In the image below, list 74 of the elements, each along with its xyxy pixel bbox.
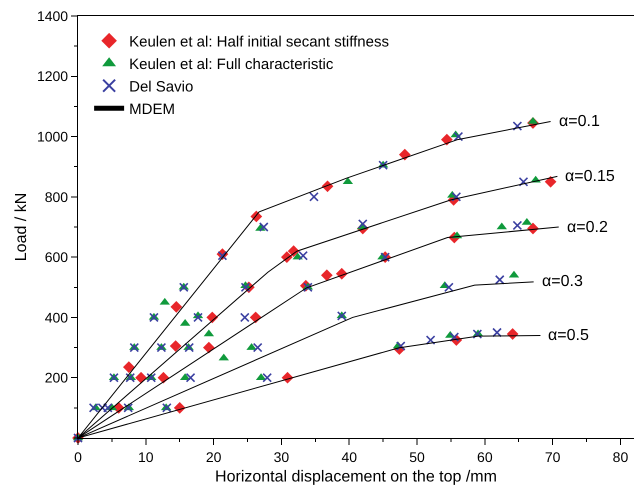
x-tick-label: 0 bbox=[74, 448, 82, 465]
y-tick-label: 200 bbox=[44, 370, 68, 386]
point bbox=[494, 274, 505, 285]
point bbox=[512, 121, 522, 131]
point bbox=[170, 301, 182, 313]
legend-label: MDEM bbox=[129, 101, 175, 118]
point bbox=[129, 342, 140, 352]
point bbox=[303, 282, 313, 292]
point bbox=[450, 332, 460, 342]
annotation: α=0.5 bbox=[548, 327, 589, 344]
point bbox=[309, 192, 319, 202]
point bbox=[252, 342, 262, 352]
point bbox=[125, 372, 136, 383]
x-axis-title: Horizontal displacement on the top /mm bbox=[215, 468, 497, 486]
point bbox=[162, 403, 172, 413]
point bbox=[441, 134, 453, 146]
point bbox=[444, 282, 454, 292]
point bbox=[218, 250, 228, 260]
x-tick-label: 20 bbox=[206, 448, 222, 465]
point bbox=[160, 298, 170, 305]
point bbox=[258, 222, 269, 232]
point bbox=[178, 282, 189, 292]
point bbox=[193, 312, 203, 322]
point bbox=[146, 372, 156, 383]
y-tick-label: 1400 bbox=[36, 8, 68, 24]
x-tick-label: 10 bbox=[138, 448, 154, 465]
annotation: α=0.2 bbox=[567, 219, 608, 236]
point bbox=[320, 269, 333, 282]
point bbox=[240, 312, 250, 322]
x-tick-label: 60 bbox=[477, 448, 493, 465]
annotation: α=0.15 bbox=[565, 168, 615, 185]
x-tick-label: 30 bbox=[274, 448, 290, 465]
legend-label: Del Savio bbox=[129, 78, 194, 96]
y-tick-label: 800 bbox=[44, 188, 68, 205]
point bbox=[472, 329, 482, 339]
point bbox=[298, 250, 308, 260]
legend-label: Keulen et al: Full characteristic bbox=[129, 56, 334, 74]
point bbox=[135, 372, 147, 384]
y-tick-label: 400 bbox=[44, 309, 68, 326]
y-tick-label: 1000 bbox=[36, 128, 68, 144]
point bbox=[262, 372, 272, 383]
point bbox=[426, 335, 436, 345]
x-tick-label: 40 bbox=[341, 448, 358, 465]
point bbox=[544, 176, 556, 188]
x-tick-label: 80 bbox=[612, 448, 628, 465]
point bbox=[203, 342, 215, 354]
point bbox=[512, 220, 522, 230]
point bbox=[149, 312, 159, 322]
x-tick-label: 70 bbox=[544, 448, 561, 465]
point bbox=[123, 403, 133, 413]
y-axis-title: Load / kN bbox=[12, 192, 30, 262]
y-tick-label: 600 bbox=[44, 249, 68, 266]
point bbox=[378, 160, 388, 170]
point bbox=[240, 282, 250, 292]
point bbox=[518, 176, 528, 187]
point bbox=[186, 372, 196, 383]
point bbox=[158, 372, 170, 384]
point bbox=[398, 148, 411, 161]
point bbox=[170, 340, 182, 352]
legend-label: Keulen et al: Half initial secant stiffness bbox=[129, 34, 389, 51]
point bbox=[492, 328, 502, 338]
annotation: α=0.1 bbox=[559, 113, 600, 130]
point bbox=[452, 192, 462, 202]
point bbox=[109, 372, 119, 383]
point bbox=[396, 341, 406, 351]
y-tick-label: 1200 bbox=[36, 68, 68, 84]
point bbox=[156, 342, 166, 352]
point bbox=[336, 311, 347, 321]
point bbox=[358, 219, 368, 229]
annotation: α=0.3 bbox=[542, 273, 583, 290]
point bbox=[454, 132, 464, 142]
point bbox=[184, 342, 194, 352]
point bbox=[123, 361, 135, 374]
x-tick-label: 50 bbox=[409, 448, 426, 465]
